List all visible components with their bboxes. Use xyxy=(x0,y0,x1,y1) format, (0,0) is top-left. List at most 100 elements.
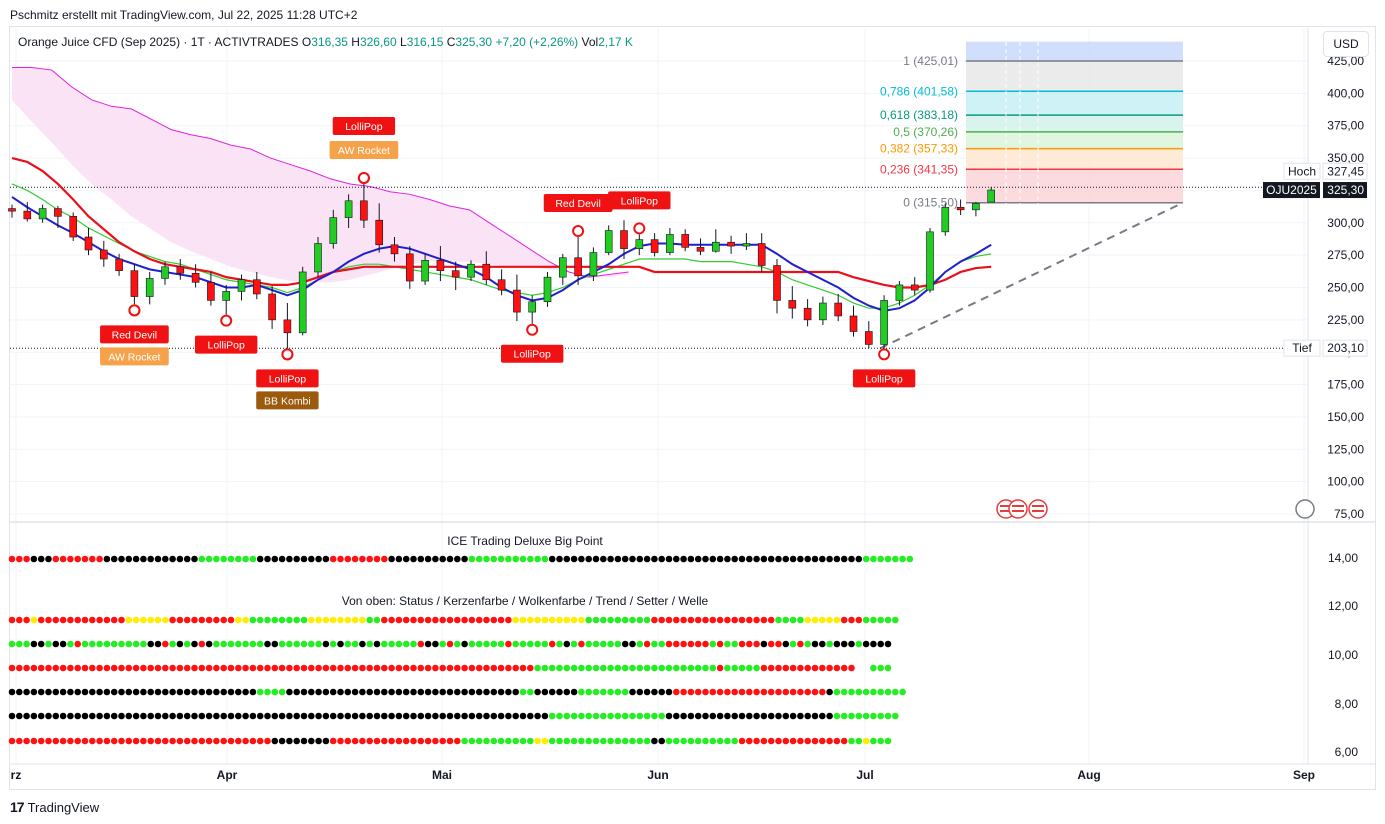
indicator-dot xyxy=(366,688,374,696)
indicator-dot xyxy=(198,688,206,696)
indicator-dot xyxy=(563,555,571,563)
symbol-name[interactable]: Orange Juice CFD (Sep 2025) · 1T · ACTIV… xyxy=(18,35,299,49)
indicator-dot xyxy=(89,712,96,720)
candle-body xyxy=(558,257,567,278)
indicator-dot xyxy=(468,712,476,720)
indicator-dot xyxy=(315,712,322,720)
candle-body xyxy=(574,257,582,277)
indicator-dot xyxy=(191,555,198,563)
indicator-dot xyxy=(381,712,388,720)
candle xyxy=(604,225,613,256)
indicator-dot xyxy=(242,616,249,624)
indicator-dot xyxy=(235,555,242,563)
indicator-dot xyxy=(789,737,797,745)
indicator-dot xyxy=(636,640,644,648)
indicator-dot xyxy=(804,555,811,563)
candle xyxy=(513,274,521,322)
signal-lollipop: LolliPop xyxy=(195,314,258,354)
indicator-dot xyxy=(110,640,118,648)
indicator-dot xyxy=(52,640,60,648)
indicator-dot xyxy=(884,555,892,563)
indicator-dot xyxy=(789,555,797,563)
indicator-dot xyxy=(110,737,118,745)
indicator-dot xyxy=(169,688,176,696)
indicator-dot xyxy=(892,712,899,720)
indicator-dot xyxy=(162,737,169,745)
signal-text: LolliPop xyxy=(269,373,307,385)
indicator-dot xyxy=(534,664,541,672)
indicator-dot xyxy=(359,737,366,745)
candle-body xyxy=(910,284,919,291)
indicator-dot xyxy=(621,712,629,720)
indicator-dot xyxy=(512,737,519,745)
indicator-dot xyxy=(651,688,658,696)
indicator-dot xyxy=(475,737,483,745)
indicator-dot xyxy=(337,555,344,563)
indicator-dot xyxy=(716,616,724,624)
indicator-dot xyxy=(548,737,556,745)
indicator-dot xyxy=(417,555,425,563)
footer-brand-name: TradingView xyxy=(27,799,100,815)
indicator-dot xyxy=(388,737,395,745)
indicator-dot xyxy=(74,555,81,563)
indicator-dot xyxy=(213,688,220,696)
currency-button[interactable]: USD xyxy=(1323,31,1369,57)
indicator-dot xyxy=(315,616,322,624)
indicator-dot xyxy=(534,640,541,648)
indicator-dot xyxy=(760,664,768,672)
indicator-dot xyxy=(592,712,600,720)
indicator-dot xyxy=(74,616,81,624)
indicator-dot xyxy=(293,712,301,720)
indicator-dot xyxy=(337,688,344,696)
indicator-dot xyxy=(702,688,709,696)
indicator-dot xyxy=(563,712,571,720)
open-value: 316,35 xyxy=(311,35,348,49)
indicator-dot xyxy=(388,712,395,720)
indicator-dot xyxy=(162,688,169,696)
indicator-dot xyxy=(329,737,337,745)
indicator-dot xyxy=(8,640,16,648)
candles xyxy=(8,183,996,349)
footer-brand[interactable]: 17 TradingView xyxy=(10,799,99,815)
indicator-dot xyxy=(592,616,600,624)
indicator-dot xyxy=(395,737,403,745)
indicator-dot xyxy=(819,616,826,624)
indicator-dot xyxy=(767,640,775,648)
indicator-dot xyxy=(819,555,826,563)
indicator-dot xyxy=(23,712,30,720)
indicator-dot xyxy=(680,555,687,563)
candle xyxy=(528,295,537,324)
indicator-dot xyxy=(359,555,366,563)
candle xyxy=(344,194,353,228)
price-tag-value: 327,45 xyxy=(1327,164,1364,178)
candle xyxy=(329,209,338,249)
indicator-dot xyxy=(724,712,731,720)
signal-box xyxy=(543,194,613,213)
indicator-dot xyxy=(855,688,863,696)
candle xyxy=(54,205,62,228)
candle xyxy=(222,284,230,315)
indicator-dot xyxy=(118,688,125,696)
indicator-dot xyxy=(300,712,308,720)
indicator-dot xyxy=(833,640,841,648)
indicator-dot xyxy=(8,616,16,624)
indicator-dot xyxy=(855,616,863,624)
indicator-dot xyxy=(475,664,483,672)
indicator-dot xyxy=(37,712,45,720)
indicator-dot xyxy=(548,555,556,563)
indicator-dot xyxy=(680,688,687,696)
indicator-dot xyxy=(176,640,184,648)
indicator-dot xyxy=(410,737,417,745)
indicator-dot xyxy=(694,712,702,720)
indicator-dot xyxy=(563,737,571,745)
indicator-dot xyxy=(607,640,614,648)
indicator-dot xyxy=(475,555,483,563)
candle xyxy=(666,227,674,256)
indicator-dot xyxy=(716,737,724,745)
indicator-dot xyxy=(600,664,607,672)
indicator-dot xyxy=(132,664,140,672)
indicator-dot xyxy=(417,688,425,696)
indicator-dot xyxy=(366,555,374,563)
us-flag-icon xyxy=(1032,510,1044,512)
